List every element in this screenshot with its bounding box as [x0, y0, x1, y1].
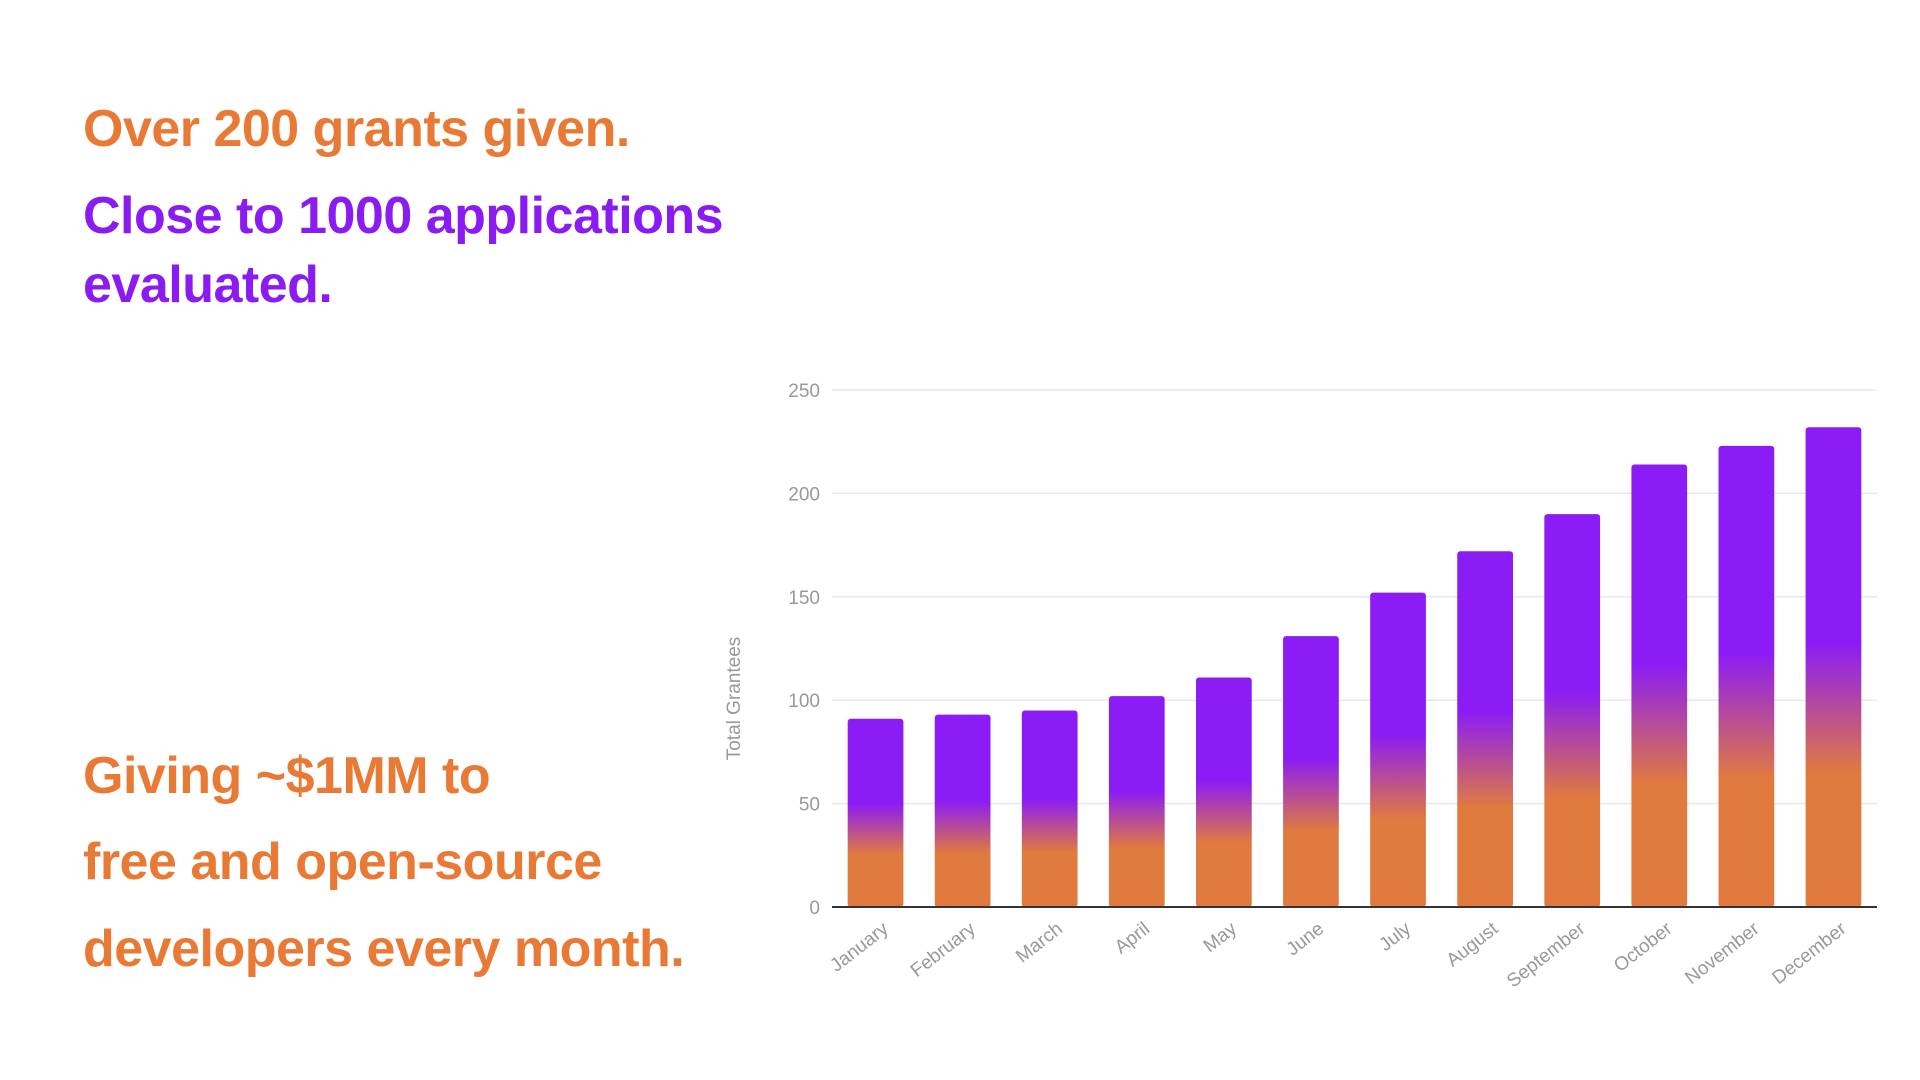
bar-april	[1108, 696, 1165, 907]
y-tick-label: 150	[788, 588, 820, 609]
x-tick-label: September	[1503, 918, 1590, 992]
headline-funding-line-2: free and open-source	[83, 833, 602, 892]
chart-y-ticks: 0 50 100 150 200 250	[788, 381, 820, 919]
headline-funding-line-1: Giving ~$1MM to	[83, 747, 491, 805]
x-tick-label: August	[1443, 918, 1503, 971]
y-tick-label: 100	[788, 691, 820, 712]
headline-grants: Over 200 grants given.	[83, 100, 630, 158]
bar-december	[1805, 427, 1862, 907]
y-tick-label: 250	[788, 381, 820, 402]
x-tick-label: May	[1200, 918, 1242, 957]
x-tick-label: June	[1283, 918, 1328, 960]
x-tick-label: December	[1769, 918, 1852, 989]
bar-march	[1021, 710, 1078, 907]
y-tick-label: 50	[799, 795, 820, 816]
x-tick-label: February	[907, 918, 980, 982]
x-tick-label: April	[1111, 918, 1154, 958]
bar-october	[1631, 464, 1688, 907]
y-tick-label: 200	[788, 484, 820, 505]
x-tick-label: July	[1376, 918, 1416, 956]
x-tick-label: November	[1681, 918, 1764, 989]
bar-june	[1283, 636, 1339, 907]
headline-applications: Close to 1000 applications evaluated.	[83, 187, 724, 314]
bar-january	[847, 718, 904, 907]
bar-july	[1370, 592, 1426, 907]
bar-september	[1544, 514, 1601, 907]
x-tick-label: March	[1012, 918, 1067, 967]
x-tick-label: October	[1610, 918, 1677, 977]
bar-may	[1196, 677, 1252, 907]
y-axis-label: Total Grantees	[724, 637, 745, 761]
y-tick-label: 0	[809, 898, 820, 919]
bar-february	[934, 714, 991, 907]
chart-gridlines	[832, 389, 1877, 805]
headline-funding-line-3: developers every month.	[83, 919, 685, 978]
chart-x-ticks: January February March April May June July Augu…	[826, 918, 1851, 992]
chart-bars	[847, 427, 1862, 907]
headline-funding: Giving ~$1MM to free and open-source dev…	[83, 733, 685, 992]
bar-august	[1457, 551, 1513, 907]
x-tick-label: January	[826, 918, 893, 976]
grantees-bar-chart: 0 50 100 150 200 250 January February March Apri…	[724, 381, 1877, 992]
bar-november	[1718, 445, 1775, 907]
